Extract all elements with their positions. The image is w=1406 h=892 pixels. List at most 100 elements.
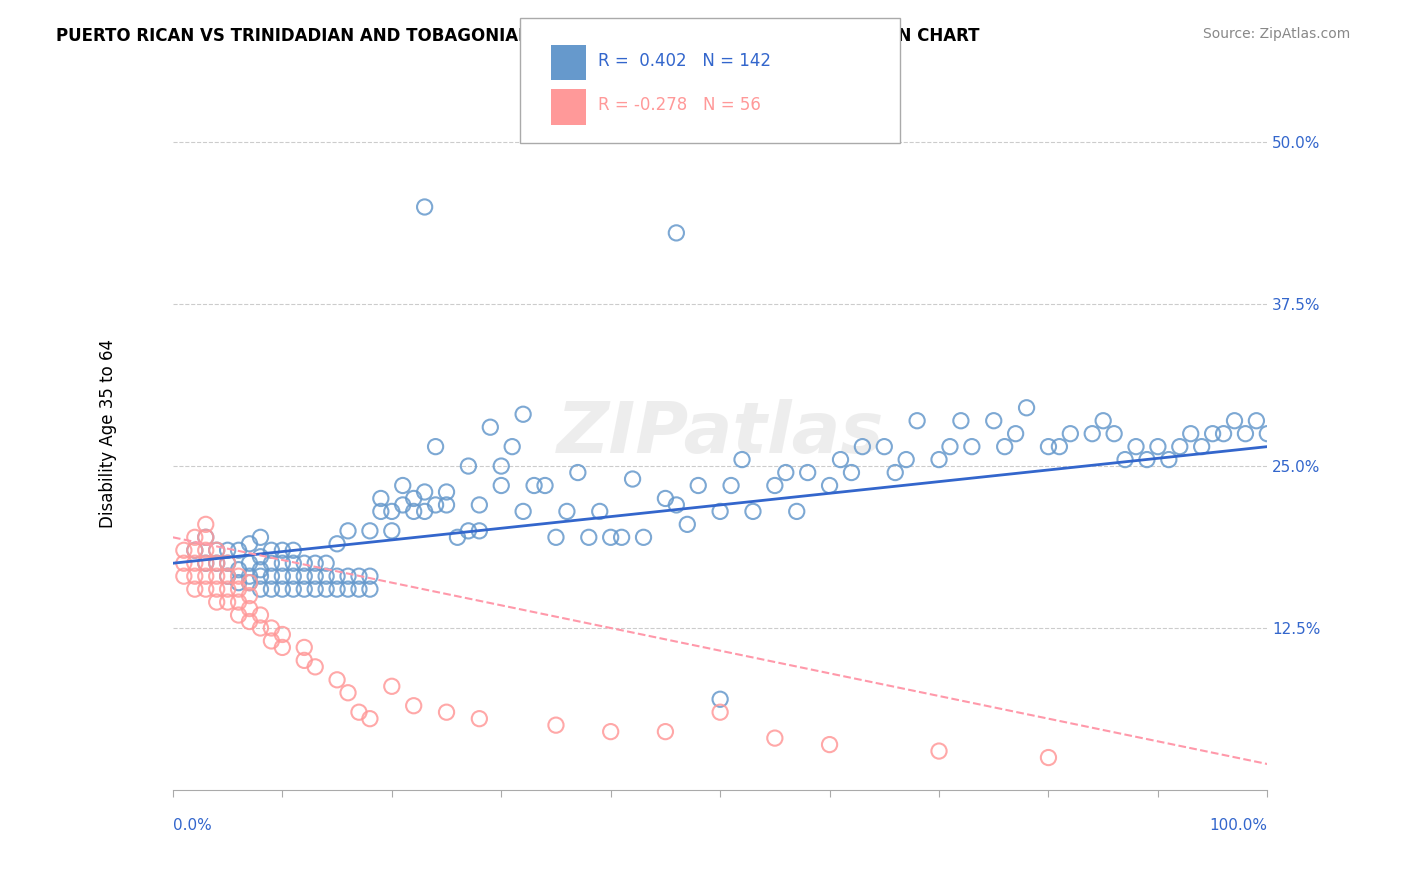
Point [238,601,260,615]
Point [654,724,676,739]
Point [960,440,983,454]
Point [654,491,676,506]
Point [688,478,710,492]
Point [304,582,326,596]
Point [468,524,491,538]
Point [228,569,250,583]
Point [446,530,468,544]
Point [205,543,228,558]
Point [347,705,370,719]
Point [228,575,250,590]
Point [731,452,754,467]
Point [194,582,217,596]
Point [763,731,786,745]
Point [1102,426,1125,441]
Text: PUERTO RICAN VS TRINIDADIAN AND TOBAGONIAN DISABILITY AGE 35 TO 64 CORRELATION C: PUERTO RICAN VS TRINIDADIAN AND TOBAGONI… [56,27,980,45]
Point [939,440,962,454]
Point [347,582,370,596]
Point [391,498,413,512]
Point [1147,440,1170,454]
Point [292,653,315,667]
Point [512,407,534,421]
Point [292,556,315,570]
Point [775,466,797,480]
Point [271,569,294,583]
Point [1136,452,1159,467]
Point [249,608,271,623]
Point [217,543,239,558]
Point [184,556,207,570]
Point [1059,426,1081,441]
Point [544,530,567,544]
Point [205,582,228,596]
Point [676,517,699,532]
Point [315,569,337,583]
Point [217,569,239,583]
Point [709,692,731,706]
Point [928,744,950,758]
Point [381,679,404,693]
Point [249,582,271,596]
Point [491,458,513,473]
Point [238,615,260,629]
Text: 100.0%: 100.0% [1209,819,1267,833]
Text: ZIPatlas: ZIPatlas [557,400,884,468]
Point [1114,452,1136,467]
Point [1038,750,1060,764]
Point [315,582,337,596]
Point [347,569,370,583]
Point [173,569,195,583]
Point [271,556,294,570]
Point [786,504,808,518]
Point [337,582,360,596]
Point [370,504,392,518]
Point [238,569,260,583]
Point [194,543,217,558]
Point [260,621,283,635]
Point [949,414,972,428]
Point [983,414,1005,428]
Point [534,478,557,492]
Point [228,563,250,577]
Point [326,569,349,583]
Point [292,582,315,596]
Point [457,458,479,473]
Point [260,634,283,648]
Point [436,705,458,719]
Point [589,504,612,518]
Point [359,582,381,596]
Point [283,543,305,558]
Point [896,452,918,467]
Point [271,627,294,641]
Point [238,589,260,603]
Point [359,569,381,583]
Point [841,466,863,480]
Point [304,569,326,583]
Point [457,524,479,538]
Point [1180,426,1202,441]
Point [283,582,305,596]
Point [1092,414,1115,428]
Point [1125,440,1147,454]
Point [205,569,228,583]
Point [1201,426,1223,441]
Point [884,466,907,480]
Point [402,491,425,506]
Point [194,517,217,532]
Point [544,718,567,732]
Point [512,504,534,518]
Point [228,582,250,596]
Point [184,530,207,544]
Point [599,724,621,739]
Point [1246,414,1268,428]
Point [304,556,326,570]
Point [194,530,217,544]
Point [260,582,283,596]
Point [205,556,228,570]
Point [709,504,731,518]
Point [501,440,523,454]
Point [217,569,239,583]
Point [720,478,742,492]
Point [413,200,436,214]
Point [599,530,621,544]
